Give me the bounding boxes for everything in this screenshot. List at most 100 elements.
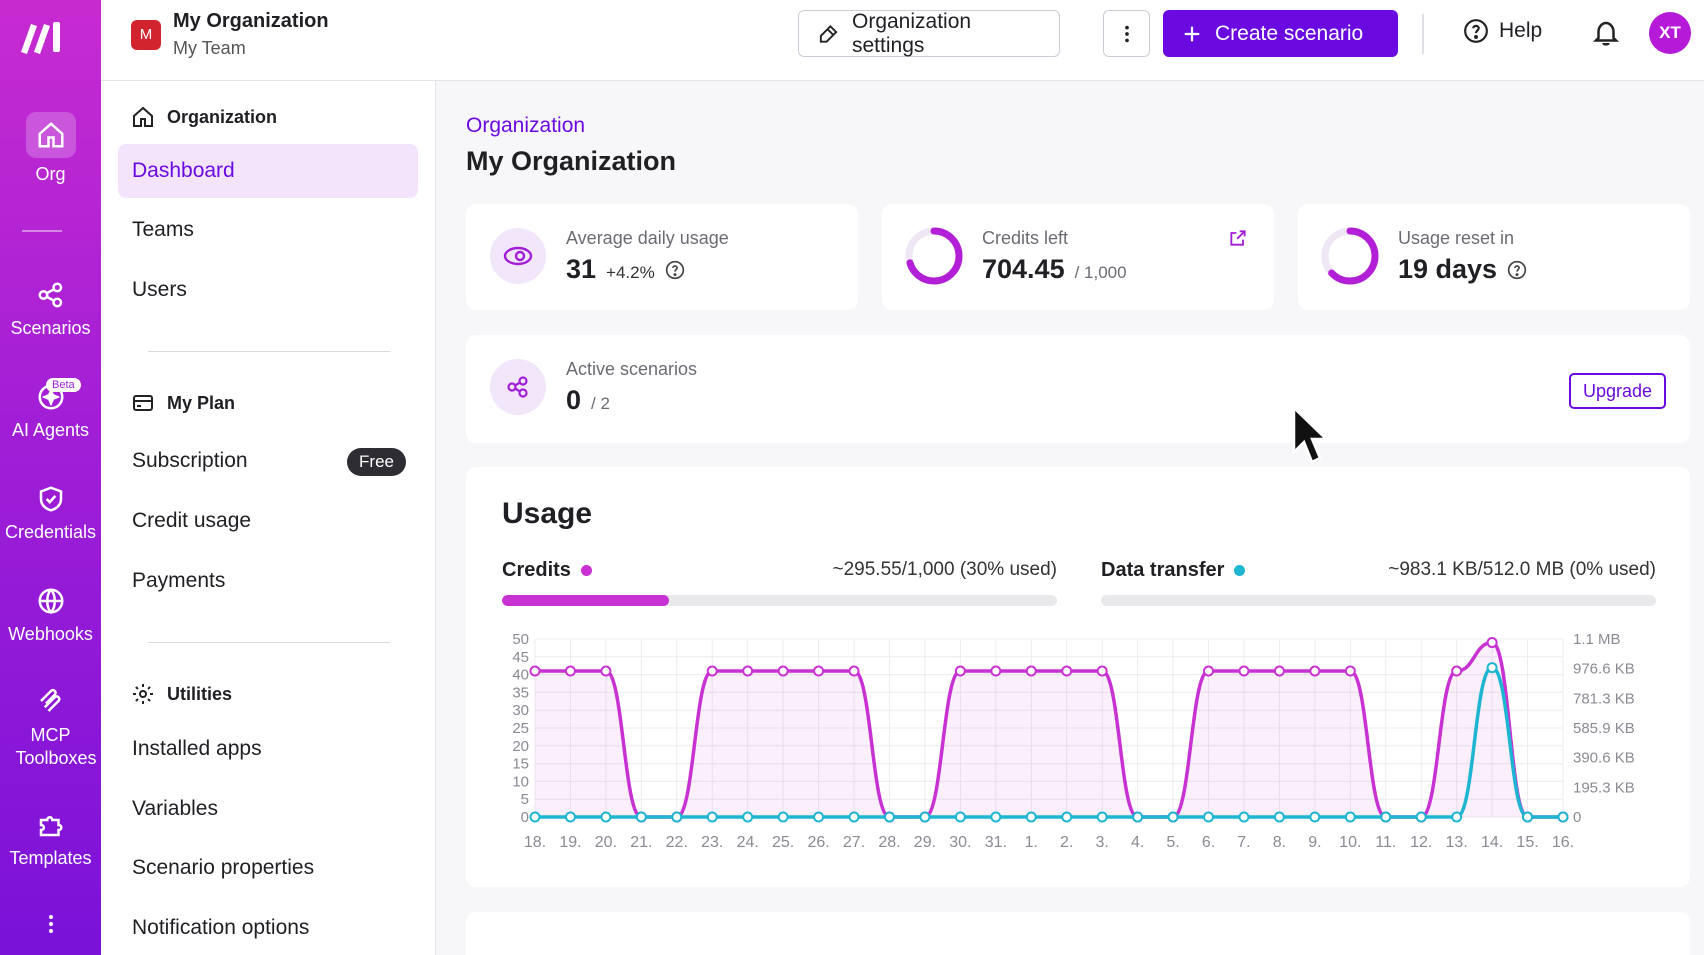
transfer-point xyxy=(671,811,683,823)
y-right-tick-label: 195.3 KB xyxy=(1573,779,1635,796)
sidebar-item-users[interactable]: Users xyxy=(132,278,187,301)
credits-point xyxy=(954,665,966,677)
rail-item-scenarios[interactable]: Scenarios xyxy=(0,280,101,339)
eye-icon xyxy=(490,228,546,284)
external-link-icon[interactable] xyxy=(1228,228,1248,248)
credits-label: Credits xyxy=(502,559,571,581)
rail-label: Credentials xyxy=(4,522,97,542)
credits-point xyxy=(1309,665,1321,677)
rail-item-ai-agents[interactable]: Beta AI Agents xyxy=(0,378,101,441)
help-circle-icon xyxy=(1464,19,1488,43)
y-right-tick-label: 1.1 MB xyxy=(1573,631,1621,648)
user-avatar[interactable]: XT xyxy=(1649,12,1691,54)
create-scenario-label: Create scenario xyxy=(1215,21,1364,45)
stat-label: Credits left xyxy=(982,228,1069,248)
help-button[interactable]: Help xyxy=(1463,18,1542,44)
avg-daily-usage-card: Average daily usage 31 +4.2% xyxy=(466,204,858,310)
transfer-point xyxy=(1451,811,1463,823)
rail-item-credentials[interactable]: Credentials xyxy=(0,484,101,543)
x-tick-label: 20. xyxy=(595,834,617,851)
rail-item-org[interactable]: Org xyxy=(0,112,101,185)
stat-value-row: 31 +4.2% xyxy=(566,254,685,285)
credits-point xyxy=(1025,665,1037,677)
sidebar-item-teams[interactable]: Teams xyxy=(132,218,194,241)
y-right-tick-label: 976.6 KB xyxy=(1573,661,1635,678)
team-name[interactable]: My Team xyxy=(173,38,246,58)
org-name[interactable]: My Organization xyxy=(173,10,329,32)
sidebar-item-payments[interactable]: Payments xyxy=(132,569,226,592)
sidebar-item-subscription[interactable]: Subscription Free xyxy=(118,434,418,488)
home-icon xyxy=(133,106,153,127)
stat-value-row: 19 days xyxy=(1398,254,1527,285)
transfer-point xyxy=(1557,811,1569,823)
share-nodes-icon xyxy=(490,359,546,415)
credits-left-card: Credits left 704.45 / 1,000 xyxy=(882,204,1274,310)
section-title: My Plan xyxy=(167,392,236,413)
top-header: M My Organization My Team Organization s… xyxy=(101,0,1704,81)
credits-point xyxy=(1061,665,1073,677)
transfer-point xyxy=(1380,811,1392,823)
transfer-point xyxy=(564,811,576,823)
x-tick-label: 29. xyxy=(914,834,936,851)
breadcrumb[interactable]: Organization xyxy=(466,114,586,137)
info-icon[interactable] xyxy=(665,260,685,280)
avg-daily-delta: +4.2% xyxy=(606,263,655,282)
rail-more-button[interactable] xyxy=(0,912,101,941)
y-left-tick-label: 25 xyxy=(512,720,529,737)
rail-item-templates[interactable]: Templates xyxy=(0,810,101,869)
x-tick-label: 11. xyxy=(1375,834,1396,851)
rail-label: AI Agents xyxy=(11,420,90,440)
org-avatar[interactable]: M xyxy=(131,20,161,50)
sidebar-divider xyxy=(148,351,390,352)
rail-item-mcp-toolboxes[interactable]: MCP Toolboxes xyxy=(0,686,101,770)
transfer-point xyxy=(990,811,1002,823)
sidebar-item-variables[interactable]: Variables xyxy=(132,797,218,820)
more-options-button[interactable] xyxy=(1103,10,1150,57)
section-utilities: Utilities xyxy=(131,682,232,706)
create-scenario-button[interactable]: Create scenario xyxy=(1163,10,1398,57)
x-tick-label: 23. xyxy=(701,834,723,851)
sidebar-item-scenario-properties[interactable]: Scenario properties xyxy=(132,856,315,879)
organization-settings-button[interactable]: Organization settings xyxy=(798,10,1060,57)
credits-point xyxy=(742,665,754,677)
x-tick-label: 8. xyxy=(1273,834,1286,851)
transfer-label: Data transfer xyxy=(1101,559,1225,581)
credits-point xyxy=(1451,665,1463,677)
stat-value-row: 704.45 / 1,000 xyxy=(982,254,1127,285)
y-left-tick-label: 5 xyxy=(521,791,529,808)
sidebar-item-credit-usage[interactable]: Credit usage xyxy=(132,509,252,532)
transfer-point xyxy=(1522,811,1534,823)
credits-point xyxy=(1273,665,1285,677)
info-icon[interactable] xyxy=(1507,260,1527,280)
y-right-tick-label: 390.6 KB xyxy=(1573,750,1635,767)
transfer-point xyxy=(635,811,647,823)
credits-point xyxy=(529,665,541,677)
sidebar-item-installed-apps[interactable]: Installed apps xyxy=(132,737,262,760)
x-tick-label: 9. xyxy=(1308,834,1321,851)
sidebar-item-dashboard[interactable]: Dashboard xyxy=(118,144,418,198)
rail-item-webhooks[interactable]: Webhooks xyxy=(0,586,101,645)
credits-point xyxy=(1238,665,1250,677)
credits-summary: ~295.55/1,000 (30% used) xyxy=(832,559,1057,580)
credits-point xyxy=(1344,665,1356,677)
avg-daily-value: 31 xyxy=(566,254,597,284)
transfer-progress xyxy=(1101,595,1656,606)
x-tick-label: 7. xyxy=(1237,834,1250,851)
x-tick-label: 3. xyxy=(1096,834,1109,851)
reset-donut xyxy=(1321,227,1379,285)
transfer-point xyxy=(1167,811,1179,823)
credits-point xyxy=(848,665,860,677)
make-logo-icon[interactable] xyxy=(18,18,66,54)
credits-left-value: 704.45 xyxy=(982,254,1065,284)
x-tick-label: 15. xyxy=(1516,834,1538,851)
transfer-point xyxy=(1238,811,1250,823)
upgrade-button[interactable]: Upgrade xyxy=(1568,373,1666,409)
x-tick-label: 18. xyxy=(524,834,546,851)
credits-area xyxy=(535,642,1563,817)
globe-icon xyxy=(36,586,66,616)
transfer-point xyxy=(742,811,754,823)
sidebar-item-notification-options[interactable]: Notification options xyxy=(132,916,310,939)
org-sidebar: Organization Dashboard Teams Users My Pl… xyxy=(101,81,436,955)
bell-icon[interactable] xyxy=(1591,18,1621,48)
